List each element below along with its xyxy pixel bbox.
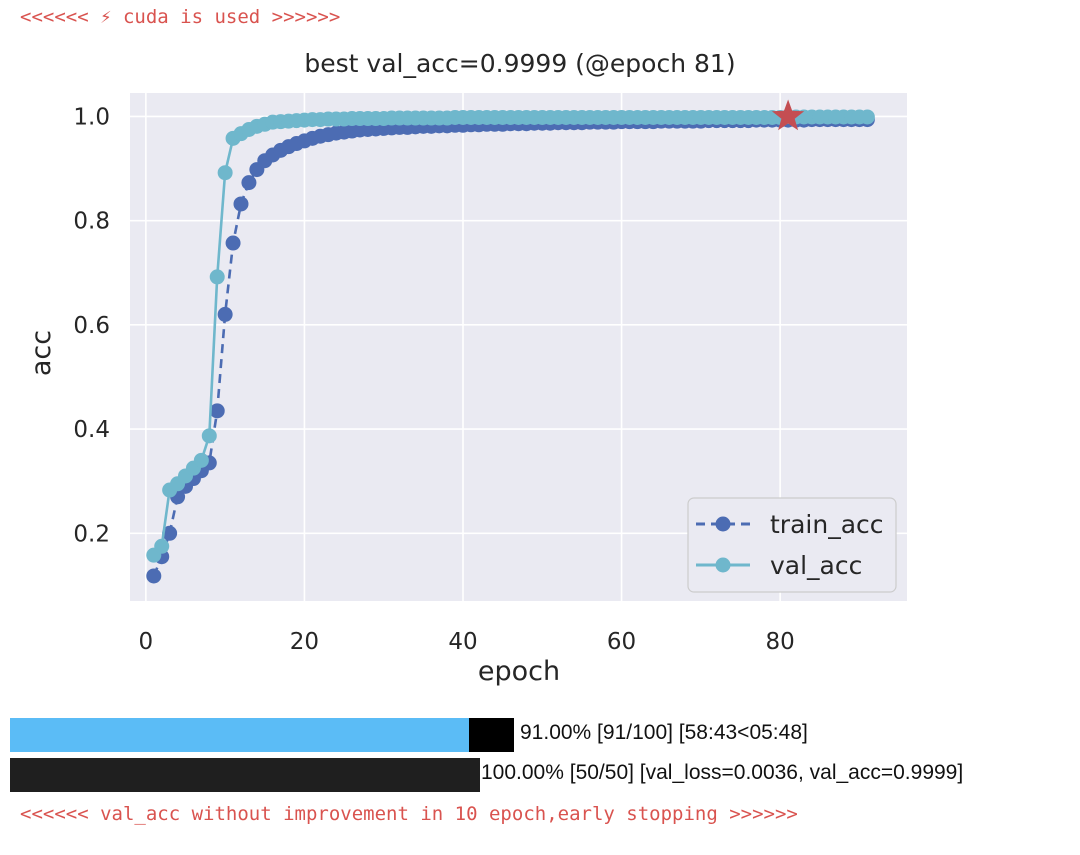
val_acc-point: [209, 269, 225, 285]
legend-box: [687, 497, 897, 593]
legend-train-marker: [715, 516, 731, 532]
epoch-progress-fill: [10, 718, 469, 752]
y-tick-label: 1.0: [73, 104, 110, 130]
legend-val-marker: [715, 557, 731, 573]
train_acc-point: [217, 306, 233, 322]
train_acc-point: [162, 525, 178, 541]
x-tick-label: 80: [766, 629, 795, 655]
accuracy-chart: best val_acc=0.9999 (@epoch 81) 0 20 40 60 8…: [26, 49, 907, 687]
x-tick-label: 40: [448, 629, 477, 655]
train_acc-point: [233, 196, 249, 212]
val_acc-point: [859, 109, 875, 125]
train_acc-point: [209, 403, 225, 419]
train_acc-point: [225, 235, 241, 251]
val_acc-point: [154, 538, 170, 554]
series-val_acc: [146, 108, 875, 563]
legend: train_acc val_acc: [687, 497, 897, 593]
chart-title: best val_acc=0.9999 (@epoch 81): [304, 49, 735, 78]
train_acc-point: [146, 568, 162, 584]
cuda-status-message: <<<<<< ⚡ cuda is used >>>>>>: [20, 6, 341, 28]
x-tick-label: 20: [290, 629, 319, 655]
best-marker-layer: [771, 99, 805, 131]
y-tick-label: 0.4: [73, 417, 110, 443]
early-stopping-message: <<<<<< val_acc without improvement in 10…: [20, 803, 798, 825]
val_acc-point: [193, 452, 209, 468]
batch-progress-bar: [10, 758, 480, 792]
legend-train-label: train_acc: [770, 510, 884, 539]
x-tick-label: 60: [607, 629, 636, 655]
y-axis-label: acc: [26, 330, 57, 376]
train_acc-point: [241, 175, 257, 191]
series-layer: [146, 108, 875, 584]
epoch-progress-bar: [10, 718, 514, 752]
best-epoch-star-marker: [771, 99, 805, 131]
x-axis-label: epoch: [478, 656, 560, 687]
y-tick-label: 0.8: [73, 209, 110, 235]
y-tick-label: 0.6: [73, 313, 110, 339]
val_acc-point: [217, 165, 233, 181]
axis-ticks: 0 20 40 60 80 0.2 0.4 0.6 0.8 1.0: [73, 104, 794, 655]
val_acc-point: [201, 428, 217, 444]
x-tick-label: 0: [139, 629, 154, 655]
batch-progress-text: 100.00% [50/50] [val_loss=0.0036, val_ac…: [481, 761, 964, 784]
legend-val-label: val_acc: [770, 551, 862, 580]
epoch-progress-text: 91.00% [91/100] [58:43<05:48]: [520, 721, 808, 744]
y-tick-label: 0.2: [73, 521, 110, 547]
batch-progress-fill: [10, 758, 480, 792]
